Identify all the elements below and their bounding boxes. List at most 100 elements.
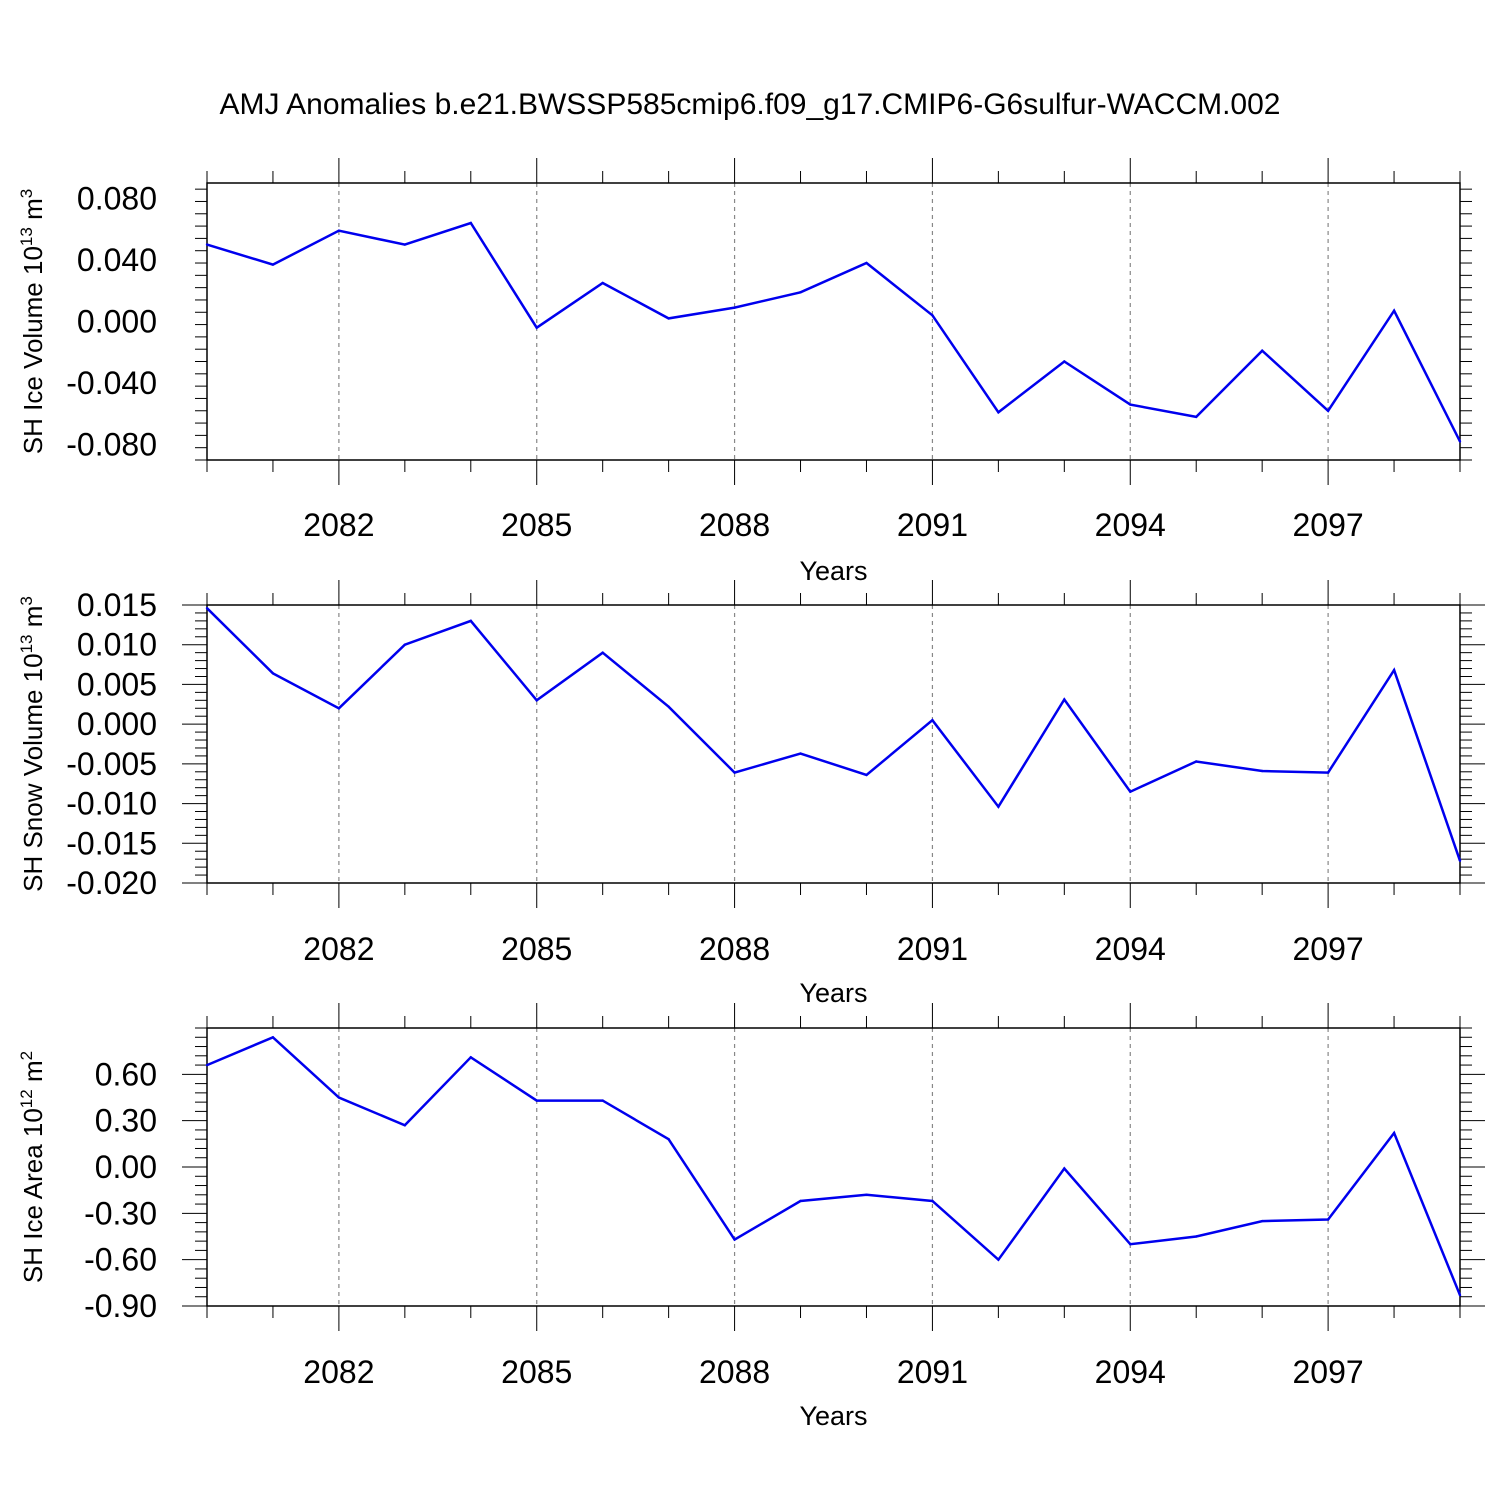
data-point [1195,415,1198,419]
data-point [271,1036,275,1039]
x-tick-label: 2097 [1293,507,1364,543]
plot-frame [206,604,1461,884]
y-tick-label: -0.005 [66,746,157,782]
data-point [469,619,472,623]
data-point [733,771,736,774]
x-tick-label: 2097 [1293,1354,1364,1390]
data-point [1129,1243,1132,1246]
data-point [1326,409,1330,412]
x-tick-label: 2082 [303,507,374,543]
data-point [601,1099,604,1102]
y-tick-label: -0.080 [66,427,157,463]
y-tick-label: 0.010 [77,627,157,663]
data-point [535,699,538,702]
data-point [337,1096,341,1099]
data-point [931,1199,934,1203]
data-point [403,643,407,646]
data-point [1195,760,1198,763]
y-tick-label: -0.30 [84,1195,157,1231]
y-tick-label: -0.60 [84,1242,157,1278]
y-tick-label: -0.90 [84,1288,157,1324]
data-point [535,326,538,329]
x-axis-label: Years [799,556,867,586]
y-tick-label: 0.015 [77,587,157,623]
data-point [799,752,802,755]
data-point [535,1099,538,1102]
data-point [1063,1167,1066,1170]
chart-panel-1: 0.080 0.040 0.000 -0.040 -0.080 2082 2085 2088 2… [17,158,1472,586]
data-point [1063,360,1066,363]
x-tick-label: 2088 [699,931,770,967]
y-tick-label: 0.000 [77,304,157,340]
y-axis-label: SH Ice Volume 1013 m3 [17,189,48,454]
data-point [601,281,604,285]
data-point [337,229,341,232]
y-tick-label: 0.30 [95,1103,157,1139]
data-point [1063,698,1066,701]
x-tick-label: 2097 [1293,931,1364,967]
data-point [1458,859,1462,862]
y-tick-label: -0.040 [66,365,157,401]
data-point [205,243,209,246]
data-point [1129,790,1132,793]
plot-frame [206,1027,1461,1307]
plot-frame [206,182,1461,461]
data-point [601,651,604,654]
x-tick-label: 2094 [1095,931,1166,967]
data-point [469,1056,472,1059]
y-tick-label: 0.080 [77,180,157,216]
y-axis-label: SH Ice Area 1012 m2 [17,1051,48,1283]
data-point [403,243,407,246]
data-point [733,1238,736,1241]
y-tick-label: -0.010 [66,786,157,822]
x-tick-label: 2094 [1095,1354,1166,1390]
data-point [1195,1235,1198,1238]
data-point [271,263,275,266]
data-point [667,1138,670,1141]
x-tick-label: 2091 [897,931,968,967]
series-line [206,1035,1462,1296]
series-line [206,221,1462,443]
data-point [1260,349,1264,352]
data-point [1260,769,1264,773]
data-point [469,221,472,225]
data-point [1392,1131,1396,1135]
data-point [997,805,1000,808]
data-point [865,773,868,777]
data-point [271,672,275,675]
x-tick-label: 2091 [897,507,968,543]
data-point [865,261,868,265]
data-point [1392,668,1396,672]
x-tick-label: 2085 [501,1354,572,1390]
data-point [865,1193,868,1197]
data-point [931,718,934,722]
x-tick-label: 2085 [501,931,572,967]
data-point [403,1124,407,1127]
x-tick-label: 2082 [303,931,374,967]
data-point [1458,1293,1462,1297]
data-point [997,411,1000,414]
y-tick-label: -0.015 [66,825,157,861]
data-point [1326,771,1330,774]
data-point [1129,403,1132,406]
x-tick-label: 2082 [303,1354,374,1390]
x-tick-label: 2088 [699,1354,770,1390]
y-tick-label: 0.005 [77,666,157,702]
data-point [733,306,736,309]
data-point [1326,1218,1330,1221]
chart-panel-3: 0.60 0.30 0.00 -0.30 -0.60 -0.90 2082 2085 2088 2… [17,1003,1485,1431]
data-point [667,705,670,708]
data-point [667,317,670,320]
y-axis-label: SH Snow Volume 1013 m3 [17,596,48,892]
y-tick-label: 0.00 [95,1149,157,1185]
data-point [931,314,934,317]
series-line [206,607,1462,862]
data-point [997,1258,1000,1261]
x-axis-label: Years [799,1401,867,1431]
x-axis-label: Years [799,978,867,1008]
y-tick-label: 0.000 [77,706,157,742]
chart-title: AMJ Anomalies b.e21.BWSSP585cmip6.f09_g1… [219,88,1281,121]
data-point [205,606,209,610]
